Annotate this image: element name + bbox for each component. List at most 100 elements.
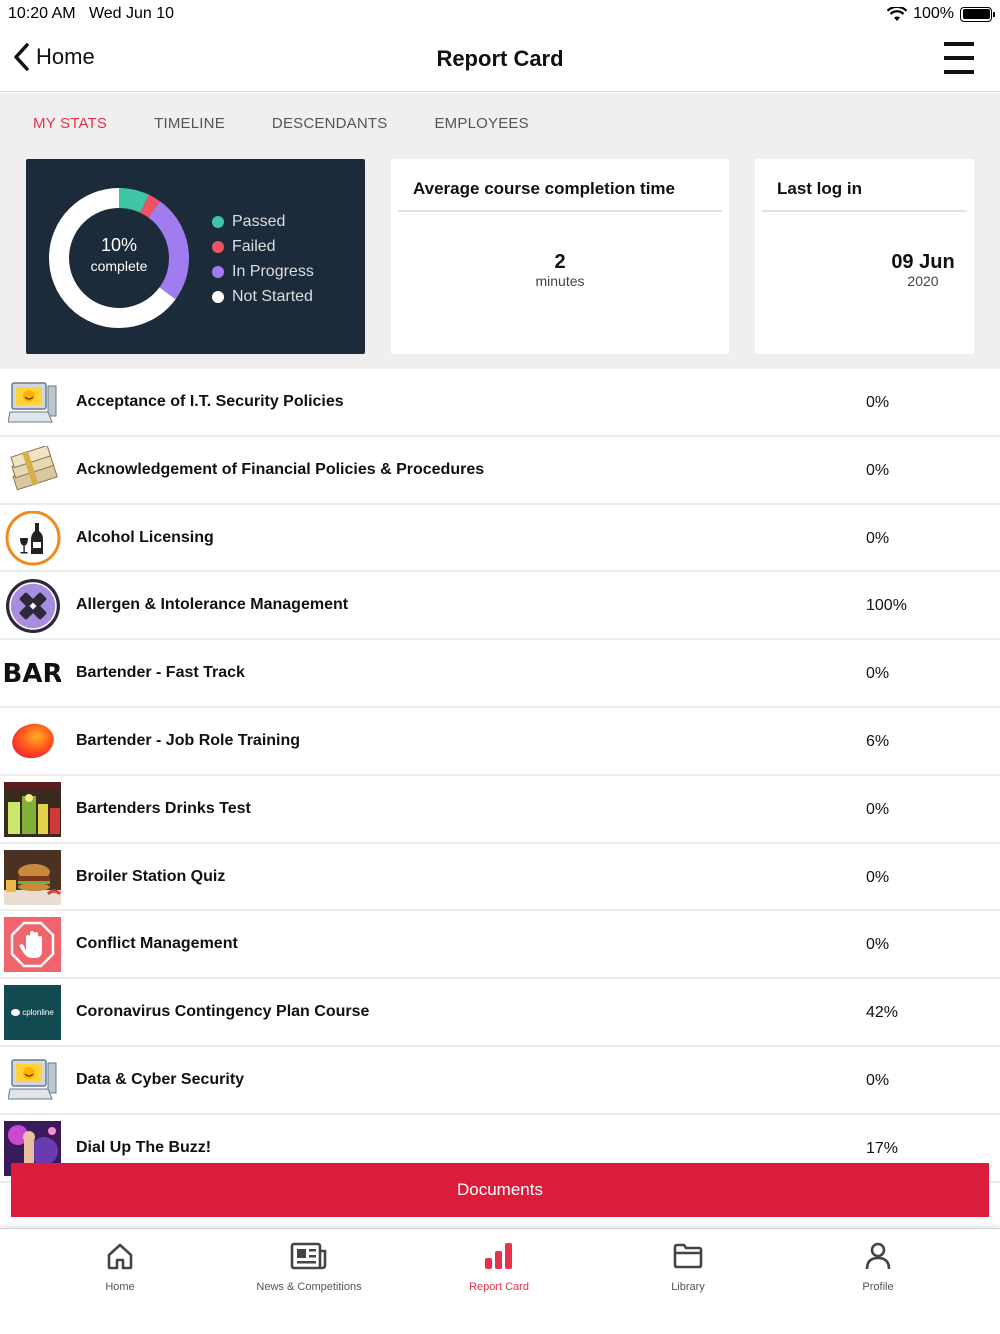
list-item[interactable]: Bartenders Drinks Test 0% [0,776,1000,844]
stop-hand-icon [4,917,61,973]
legend-in-progress: In Progress [212,259,314,284]
wifi-icon [887,6,908,21]
list-item[interactable]: Data & Cyber Security 0% [0,1047,1000,1115]
tab-my-stats[interactable]: MY STATS [33,115,108,132]
bar-chart-icon [485,1243,512,1269]
course-percent: 0% [866,394,890,411]
list-item[interactable]: cplonline Coronavirus Contingency Plan C… [0,979,1000,1047]
bar-text-icon: BAR [4,658,61,689]
course-percent: 6% [866,732,890,750]
course-list: Acceptance of I.T. Security Policies 0% … [0,369,1000,1183]
tab-label: News & Competitions [256,1281,362,1293]
person-icon [865,1242,891,1270]
course-name: Bartender - Fast Track [76,664,245,682]
course-name: Acknowledgement of Financial Policies & … [76,460,485,478]
list-item[interactable]: Bartender - Job Role Training 6% [0,708,1000,776]
list-item[interactable]: Alcohol Licensing 0% [0,505,1000,573]
tab-report-card[interactable]: Report Card [419,1241,579,1293]
legend-dot-passed [212,215,224,228]
list-item[interactable]: BAR Bartender - Fast Track 0% [0,640,1000,708]
tab-news[interactable]: News & Competitions [229,1241,389,1293]
tab-employees[interactable]: EMPLOYEES [434,115,529,132]
course-name: Dial Up The Buzz! [76,1138,212,1156]
course-name: Bartenders Drinks Test [76,799,251,817]
donut-center: 10% complete [74,235,164,274]
last-login-date: 09 Jun [891,251,955,273]
home-icon [107,1243,133,1270]
list-item[interactable]: Conflict Management 0% [0,911,1000,980]
allergen-cross-icon [4,578,61,633]
tab-label: Report Card [469,1281,529,1293]
course-name: Acceptance of I.T. Security Policies [76,393,344,410]
legend-dot-failed [212,240,224,253]
wine-bottle-icon [4,510,61,566]
tab-label: Profile [862,1281,894,1293]
folder-icon [673,1243,703,1269]
completion-donut-chart [49,188,189,328]
course-percent: 0% [866,665,890,683]
course-percent: 100% [866,597,907,615]
legend: Passed Failed In Progress Not Started [212,209,314,309]
course-percent: 0% [866,529,890,547]
computer-smiley-icon [4,1053,61,1108]
tab-timeline[interactable]: TIMELINE [154,115,225,132]
chevron-left-icon [14,43,29,71]
donut-segment-not-started [49,188,189,328]
stats-area: MY STATS TIMELINE DESCENDANTS EMPLOYEES … [0,93,1000,369]
battery-icon [960,6,995,22]
orange-blob-icon [4,714,61,769]
course-name: Data & Cyber Security [76,1070,245,1088]
page-title: Report Card [436,46,564,71]
burger-photo-icon [4,849,61,905]
course-percent: 0% [866,461,890,479]
course-name: Alcohol Licensing [76,528,214,546]
tab-descendants[interactable]: DESCENDANTS [271,115,388,132]
divider [398,210,722,212]
last-login-card: Last log in 09 Jun 2020 [755,159,974,354]
course-percent: 17% [866,1139,899,1157]
last-login-title: Last log in [777,179,862,198]
course-percent: 0% [866,1071,890,1089]
avg-completion-unit: minutes [535,273,585,289]
money-stack-icon [4,443,61,498]
donut-segment-in-progress [49,188,189,328]
nav-bar: Home Report Card [0,28,1000,92]
legend-failed: Failed [212,234,314,259]
legend-passed: Passed [212,209,314,234]
list-item[interactable]: Broiler Station Quiz 0% [0,844,1000,912]
cocktails-photo-icon [4,781,61,837]
list-item[interactable]: Acceptance of I.T. Security Policies 0% [0,369,1000,437]
hamburger-menu-icon[interactable] [944,42,974,74]
documents-button[interactable]: Documents [11,1163,989,1217]
course-name: Bartender - Job Role Training [76,731,301,749]
last-login-year: 2020 [907,273,939,289]
avg-completion-card: Average course completion time 2 minutes [391,159,729,354]
tab-label: Library [671,1281,705,1293]
cplonline-logo-icon: cplonline [4,985,61,1041]
back-label: Home [36,44,95,69]
tab-profile[interactable]: Profile [798,1241,958,1293]
avg-completion-value: 2 [554,251,566,273]
legend-not-started: Not Started [212,284,314,309]
bottom-tab-bar: Home News & Competitions Report Card Lib… [0,1228,1000,1334]
back-button[interactable]: Home [12,42,95,72]
tab-label: Home [105,1281,135,1293]
tab-home[interactable]: Home [40,1241,200,1293]
news-icon [290,1242,327,1270]
completion-percent: 10% [100,235,138,255]
divider [762,210,967,212]
course-name: Broiler Station Quiz [76,867,226,885]
tab-library[interactable]: Library [608,1241,768,1293]
course-name: Conflict Management [76,935,238,953]
computer-smiley-icon [4,375,61,430]
legend-dot-not-started [212,290,224,303]
list-item[interactable]: Acknowledgement of Financial Policies & … [0,437,1000,505]
course-percent: 0% [866,868,890,886]
battery-percent: 100% [913,5,954,22]
legend-dot-in-progress [212,265,224,278]
completion-label: complete [90,258,148,274]
avg-completion-title: Average course completion time [413,179,676,198]
status-time: 10:20 AM Wed Jun 10 [8,5,175,22]
tab-bar-top: MY STATS TIMELINE DESCENDANTS EMPLOYEES [33,115,529,132]
list-item[interactable]: Allergen & Intolerance Management 100% [0,572,1000,641]
